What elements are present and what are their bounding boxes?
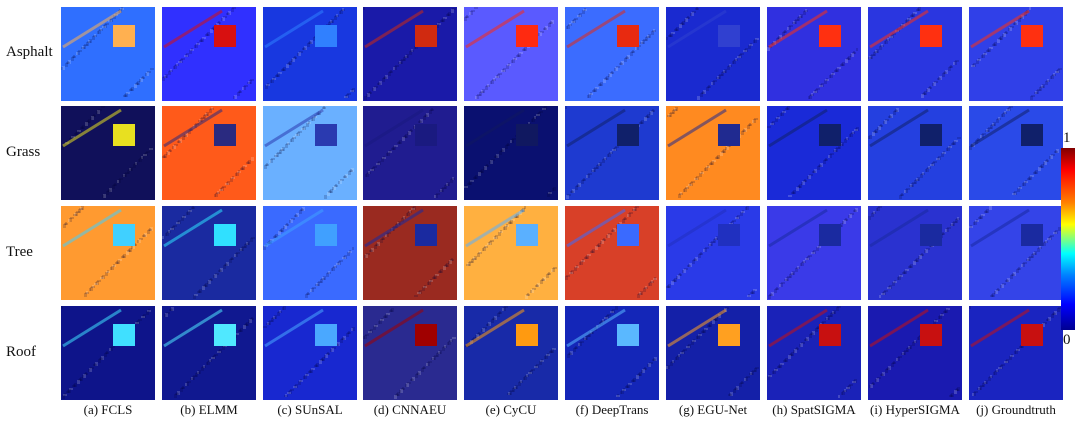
abundance-map-roof-6 xyxy=(565,306,659,400)
abundance-map-roof-4 xyxy=(363,306,457,400)
abundance-map-roof-7 xyxy=(666,306,760,400)
abundance-map-roof-1 xyxy=(61,306,155,400)
method-label-7: (g) EGU-Net xyxy=(678,402,748,417)
abundance-map-asphalt-4 xyxy=(363,7,457,101)
row-label-asphalt: Asphalt xyxy=(6,44,53,60)
method-label-8: (h) SpatSIGMA xyxy=(772,402,856,417)
abundance-map-grass-2 xyxy=(162,106,256,200)
method-label-10: (j) Groundtruth xyxy=(976,402,1056,417)
abundance-map-grass-10 xyxy=(969,106,1063,200)
abundance-map-asphalt-6 xyxy=(565,7,659,101)
abundance-map-tree-1 xyxy=(61,206,155,300)
abundance-map-asphalt-5 xyxy=(464,7,558,101)
abundance-map-tree-6 xyxy=(565,206,659,300)
abundance-map-grass-3 xyxy=(263,106,357,200)
colorbar-max-label: 1 xyxy=(1063,130,1071,146)
row-label-roof: Roof xyxy=(6,344,36,360)
abundance-map-asphalt-8 xyxy=(767,7,861,101)
abundance-map-tree-10 xyxy=(969,206,1063,300)
row-label-tree: Tree xyxy=(6,244,33,260)
abundance-map-tree-8 xyxy=(767,206,861,300)
abundance-map-tree-5 xyxy=(464,206,558,300)
abundance-map-roof-9 xyxy=(868,306,962,400)
abundance-map-asphalt-9 xyxy=(868,7,962,101)
abundance-map-asphalt-2 xyxy=(162,7,256,101)
abundance-map-tree-7 xyxy=(666,206,760,300)
abundance-map-tree-9 xyxy=(868,206,962,300)
method-label-2: (b) ELMM xyxy=(180,402,238,417)
method-label-4: (d) CNNAEU xyxy=(373,402,447,417)
abundance-map-asphalt-3 xyxy=(263,7,357,101)
method-label-5: (e) CyCU xyxy=(485,402,537,417)
method-label-3: (c) SUnSAL xyxy=(277,402,343,417)
abundance-map-grass-9 xyxy=(868,106,962,200)
abundance-map-asphalt-7 xyxy=(666,7,760,101)
abundance-map-grass-7 xyxy=(666,106,760,200)
abundance-map-roof-8 xyxy=(767,306,861,400)
abundance-map-tree-3 xyxy=(263,206,357,300)
abundance-map-tree-2 xyxy=(162,206,256,300)
colorbar-min-label: 0 xyxy=(1063,332,1071,348)
abundance-map-tree-4 xyxy=(363,206,457,300)
abundance-map-roof-3 xyxy=(263,306,357,400)
method-label-6: (f) DeepTrans xyxy=(575,402,649,417)
row-label-grass: Grass xyxy=(6,144,41,160)
abundance-map-grass-5 xyxy=(464,106,558,200)
abundance-map-asphalt-1 xyxy=(61,7,155,101)
abundance-map-grass-1 xyxy=(61,106,155,200)
abundance-map-grass-4 xyxy=(363,106,457,200)
abundance-map-roof-5 xyxy=(464,306,558,400)
method-label-1: (a) FCLS xyxy=(83,402,133,417)
abundance-map-grass-8 xyxy=(767,106,861,200)
method-label-9: (i) HyperSIGMA xyxy=(870,402,960,417)
colorbar xyxy=(1061,148,1075,330)
abundance-map-grass-6 xyxy=(565,106,659,200)
abundance-map-roof-2 xyxy=(162,306,256,400)
abundance-map-roof-10 xyxy=(969,306,1063,400)
abundance-map-asphalt-10 xyxy=(969,7,1063,101)
